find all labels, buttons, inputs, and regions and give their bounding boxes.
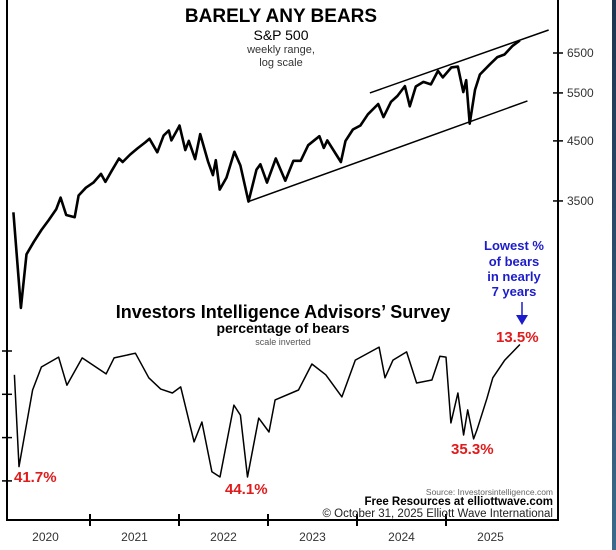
survey-subtitle: percentage of bears — [216, 320, 349, 336]
bears-panel — [2, 343, 521, 482]
copyright-text: © October 31, 2025 Elliott Wave Internat… — [322, 508, 553, 520]
resources-link[interactable]: Free Resources at elliottwave.com — [364, 496, 553, 508]
chart-title: BARELY ANY BEARS — [185, 6, 377, 27]
annotation-label: 13.5% — [496, 329, 539, 346]
trendline — [369, 29, 549, 94]
callout-line: of bears — [489, 254, 540, 269]
callout-line: in nearly — [487, 269, 541, 284]
screen-edge — [612, 0, 616, 550]
callout: Lowest % of bears in nearly 7 years — [484, 238, 544, 299]
x-tick-label: 2021 — [121, 530, 148, 544]
source-text: Source: Investorsintelligence.com — [426, 487, 553, 497]
callout-line: 7 years — [492, 284, 537, 299]
survey-note: scale inverted — [255, 337, 311, 347]
annotation-label: 44.1% — [225, 481, 268, 498]
x-axis: 2020 2021 2022 2023 2024 2025 — [32, 514, 504, 544]
x-tick-label: 2023 — [299, 530, 326, 544]
x-tick-label: 2024 — [388, 530, 415, 544]
y-tick-label: 4500 — [567, 134, 594, 148]
sp500-line — [12, 39, 521, 310]
chart-note: weekly range, — [246, 44, 315, 56]
callout-line: Lowest % — [484, 238, 544, 253]
x-tick-label: 2022 — [210, 530, 237, 544]
y-tick-label: 6500 — [567, 46, 594, 60]
annotation-label: 41.7% — [14, 469, 57, 486]
chart-subtitle: S&P 500 — [253, 27, 308, 43]
survey-title: Investors Intelligence Advisors’ Survey — [116, 302, 450, 322]
bears-line — [13, 343, 521, 478]
x-tick-label: 2020 — [32, 530, 59, 544]
sp500-panel: 3500 4500 5500 6500 — [12, 29, 594, 310]
annotation-label: 35.3% — [451, 441, 494, 458]
trendline — [248, 100, 528, 203]
x-tick-label: 2025 — [477, 530, 504, 544]
y-tick-label: 3500 — [567, 194, 594, 208]
y-tick-label: 5500 — [567, 86, 594, 100]
arrow-down-icon — [516, 302, 528, 325]
chart-note: log scale — [259, 57, 302, 69]
